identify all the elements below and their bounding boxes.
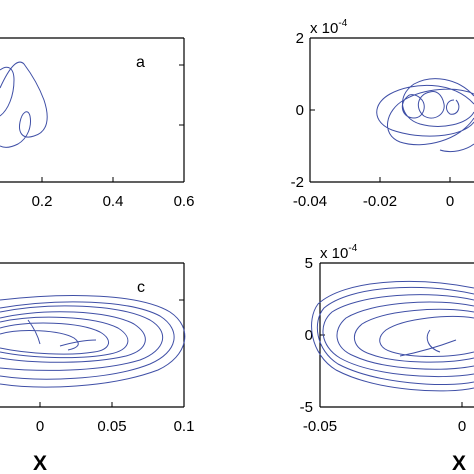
panel-b-exp-base: x 10: [310, 20, 338, 37]
panel-a-trajectory-inner: [0, 66, 15, 117]
panel-a-xtick-0.6: 0.6: [174, 193, 195, 210]
panel-b-xtick-label-m0.04: -0.04: [293, 193, 327, 210]
panel-b-xtick-label-m0.02: -0.02: [363, 193, 397, 210]
panel-a-xtick-0.2: 0.2: [32, 193, 53, 210]
panel-c: 0 0.05 0.1 c X: [0, 262, 195, 474]
panel-d-xtick-label-m0.05: -0.05: [303, 418, 337, 435]
panel-d-ytick-label-m5: -5: [300, 399, 313, 416]
panel-c-xtick-label-0.05: 0.05: [97, 418, 126, 435]
panel-b-exp-power: -4: [338, 18, 347, 29]
panel-d-trajectory: [311, 280, 474, 392]
panel-d-xlabel: X: [452, 452, 466, 474]
panel-c-trajectory: [0, 295, 186, 388]
panel-c-xlabel: X: [33, 452, 47, 474]
panel-a: 0.2 0.4 0.6 a: [0, 37, 195, 210]
panel-d-ytick-label-0: 0: [305, 327, 313, 344]
panel-d-exponent: x 10-4: [320, 243, 358, 262]
panel-b-trajectory: [376, 78, 474, 153]
panel-b-ytick-label-m2: -2: [291, 174, 304, 191]
panel-b: 2 0 -2 x 10-4 -0.04 -0.02 0: [291, 18, 474, 210]
panel-c-label: c: [137, 279, 145, 296]
panel-a-trajectory: [0, 61, 48, 148]
panel-d-exp-power: -4: [348, 243, 357, 254]
panel-c-xtick-label-0: 0: [36, 418, 44, 435]
panel-b-ytick-label-2: 2: [296, 30, 304, 47]
panel-b-exponent: x 10-4: [310, 18, 348, 37]
panel-a-label: a: [136, 54, 145, 71]
panel-b-xtick-label-0: 0: [446, 193, 454, 210]
panel-d-ytick-label-5: 5: [305, 255, 313, 272]
panel-d: 5 0 -5 x 10-4 -0.05 0 X: [300, 243, 474, 474]
panel-a-xtick-0.4: 0.4: [103, 193, 124, 210]
panel-d-exp-base: x 10: [320, 245, 348, 262]
panel-b-ytick-label-0: 0: [296, 102, 304, 119]
panel-d-xtick-label-0: 0: [458, 418, 466, 435]
panel-c-xtick-label-0.1: 0.1: [174, 418, 195, 435]
